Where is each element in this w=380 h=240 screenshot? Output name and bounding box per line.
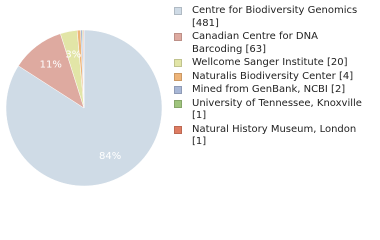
slice-label: 3% (65, 49, 81, 60)
legend-swatch (174, 99, 182, 108)
pie-slice (5, 29, 163, 187)
legend-entry: Centre for Biodiversity Genomics [481] (174, 5, 374, 30)
legend-entry: Mined from GenBank, NCBI [2] (174, 84, 374, 97)
legend-entry: Wellcome Sanger Institute [20] (174, 57, 374, 70)
legend-label: Natural History Museum, London [1] (192, 123, 357, 148)
legend-swatch (174, 7, 182, 15)
legend-label: Centre for Biodiversity Genomics [481] (192, 5, 358, 29)
legend: Centre for Biodiversity Genomics [481] Ca… (174, 5, 374, 150)
legend-swatch (174, 59, 182, 67)
legend-label: Canadian Centre for DNA Barcoding [63] (192, 31, 318, 55)
legend-entry: University of Tennessee, Knoxville [1] (174, 98, 374, 123)
slice-label: 11% (40, 60, 62, 71)
legend-entry: Canadian Centre for DNA Barcoding [63] (174, 31, 374, 56)
legend-label: Wellcome Sanger Institute [20] (192, 57, 348, 68)
slice-label: 84% (99, 151, 121, 162)
legend-swatch (174, 72, 182, 81)
legend-label: Mined from GenBank, NCBI [2] (192, 84, 346, 95)
chart: 84% 11%3% (5, 29, 163, 187)
legend-label: Naturalis Biodiversity Center [4] (192, 70, 354, 82)
legend-swatch (174, 33, 182, 41)
legend-entry: Natural History Museum, London [1] (174, 124, 374, 149)
legend-entry: Naturalis Biodiversity Center [4] (174, 71, 374, 84)
pie-slice (82, 29, 85, 109)
legend-label: University of Tennessee, Knoxville [1] (192, 97, 362, 122)
legend-swatch (174, 125, 182, 134)
legend-swatch (174, 86, 182, 94)
